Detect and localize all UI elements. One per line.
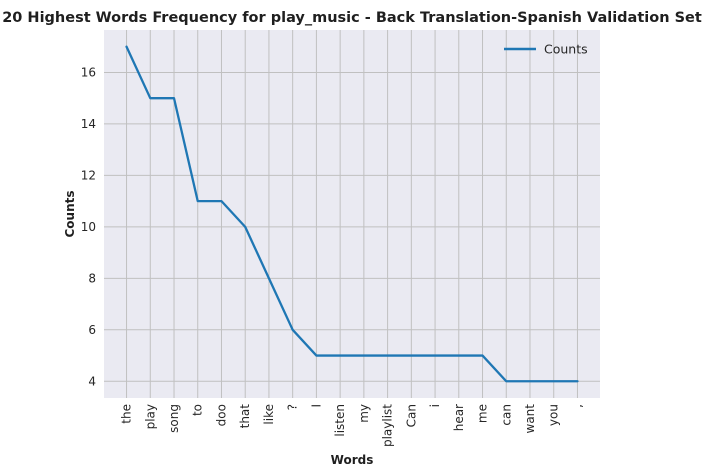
x-tick-label: , [570, 404, 584, 408]
x-tick-label: to [191, 404, 205, 416]
x-tick-label: doo [214, 404, 228, 426]
legend-label-counts: Counts [544, 42, 588, 57]
y-axis-label: Counts [63, 190, 77, 237]
y-tick-label: 6 [88, 323, 96, 337]
series-group [125, 45, 579, 383]
y-tick-label: 16 [81, 65, 96, 79]
x-tick-label: i [428, 404, 442, 407]
x-tick-label: that [238, 404, 252, 429]
x-tick-label: I [309, 404, 323, 408]
x-tick-label: playlist [381, 404, 395, 447]
x-tick-label: like [262, 404, 276, 425]
x-tick-label: my [357, 404, 371, 423]
plot-area [104, 30, 600, 398]
x-tick-label: the [120, 404, 134, 424]
chart-title: 20 Highest Words Frequency for play_musi… [2, 10, 702, 26]
y-tick-label: 14 [81, 117, 96, 131]
x-tick-label: listen [333, 404, 347, 437]
x-tick-label: can [499, 404, 513, 426]
y-tick-label: 10 [81, 220, 96, 234]
x-tick-label: play [143, 404, 157, 429]
y-tick-label: 8 [88, 271, 96, 285]
x-tick-label: Can [404, 404, 418, 427]
x-tick-label: you [547, 404, 561, 426]
x-tick-label: want [523, 404, 537, 434]
x-tick-label: song [167, 404, 181, 433]
x-axis-label: Words [331, 453, 374, 467]
x-tick-label: me [476, 404, 490, 423]
y-tick-label: 4 [88, 374, 96, 388]
x-tick-label: ? [286, 404, 300, 410]
y-tick-labels: 4 6 8 10 12 14 16 [81, 65, 96, 388]
grid-lines [104, 30, 600, 398]
y-tick-label: 12 [81, 168, 96, 182]
series-line-counts [125, 45, 579, 383]
x-tick-label: hear [452, 404, 466, 431]
legend: Counts [504, 42, 588, 57]
